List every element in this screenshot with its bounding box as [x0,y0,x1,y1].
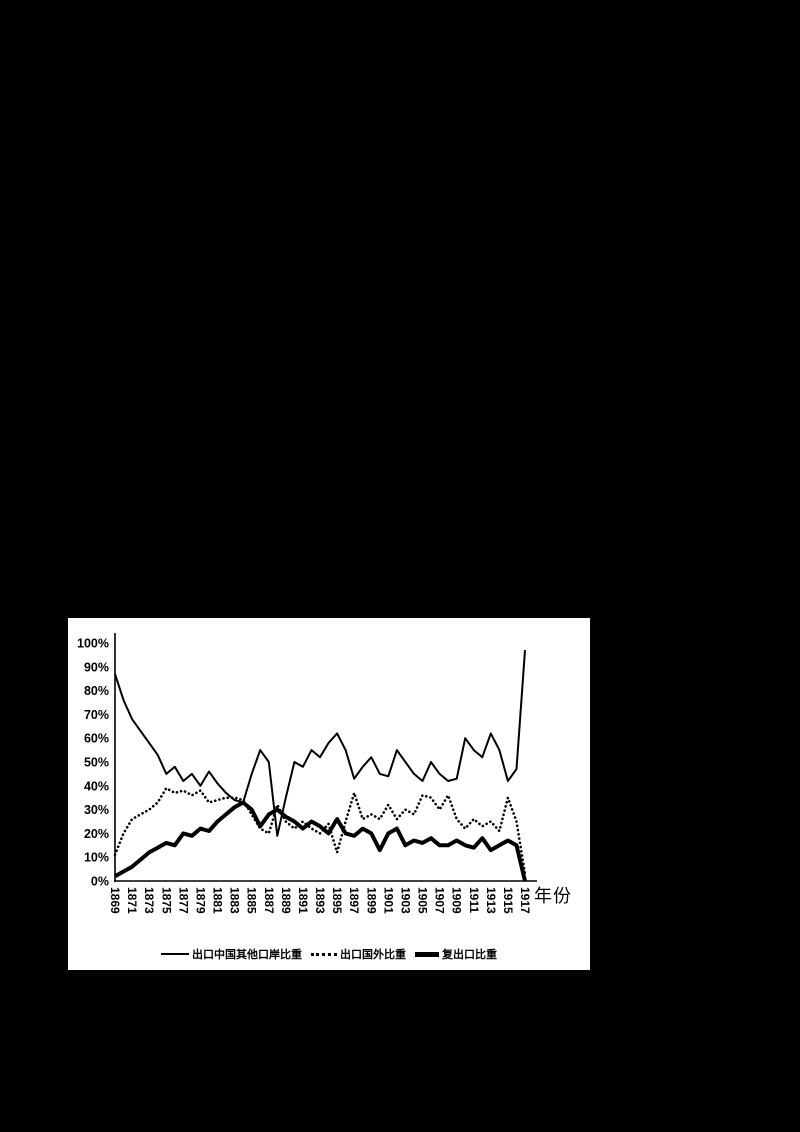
svg-text:1893: 1893 [313,887,327,914]
svg-text:1883: 1883 [228,887,242,914]
line-chart: 0%10%20%30%40%50%60%70%80%90%100%1869 187… [77,633,537,914]
svg-text:1875: 1875 [159,887,173,914]
legend-label: 出口国外比重 [340,949,406,961]
svg-text:1885: 1885 [245,887,259,914]
svg-text:1899: 1899 [364,887,378,914]
svg-text:1911: 1911 [467,887,481,913]
svg-text:1869: 1869 [108,887,122,914]
svg-text:1877: 1877 [176,887,190,914]
svg-text:1873: 1873 [142,887,156,914]
legend-swatch-solid-line-icon [161,953,189,955]
svg-text:70%: 70% [84,708,109,722]
chart-legend: 出口中国其他口岸比重 出口国外比重 复出口比重 [68,946,590,962]
svg-text:1895: 1895 [330,887,344,914]
svg-text:1891: 1891 [296,887,310,914]
legend-swatch-dotted-line-icon [311,952,337,956]
svg-text:1907: 1907 [433,887,447,914]
svg-text:1897: 1897 [347,887,361,914]
svg-text:100%: 100% [77,637,109,651]
svg-text:10%: 10% [84,851,109,865]
legend-item-reexport: 复出口比重 [415,946,497,962]
legend-label: 出口中国其他口岸比重 [192,949,302,961]
legend-item-other-ports: 出口中国其他口岸比重 [161,946,302,962]
svg-text:1909: 1909 [450,887,464,914]
svg-text:1901: 1901 [381,887,395,914]
svg-text:1917: 1917 [518,887,532,914]
svg-text:1881: 1881 [211,887,225,914]
svg-text:1905: 1905 [416,887,430,914]
chart-panel: 0% 10% 20% 30% 40% 50% 60% 70% 80% 90% 100% 1869 187… [68,618,590,970]
svg-text:1889: 1889 [279,887,293,914]
legend-swatch-thick-line-icon [415,951,439,957]
svg-text:60%: 60% [84,732,109,746]
svg-text:90%: 90% [84,660,109,674]
svg-text:1871: 1871 [125,887,139,914]
svg-text:1903: 1903 [398,887,412,914]
svg-text:30%: 30% [84,803,109,817]
svg-text:50%: 50% [84,756,109,770]
legend-item-abroad: 出口国外比重 [311,946,406,962]
svg-text:0%: 0% [91,875,109,889]
svg-text:1915: 1915 [501,887,515,914]
svg-text:1887: 1887 [262,887,276,914]
svg-text:1879: 1879 [193,887,207,914]
svg-text:80%: 80% [84,684,109,698]
svg-text:20%: 20% [84,827,109,841]
legend-label: 复出口比重 [442,949,497,961]
svg-text:40%: 40% [84,779,109,793]
svg-text:1913: 1913 [484,887,498,914]
x-axis-title: 年份 [534,886,572,906]
